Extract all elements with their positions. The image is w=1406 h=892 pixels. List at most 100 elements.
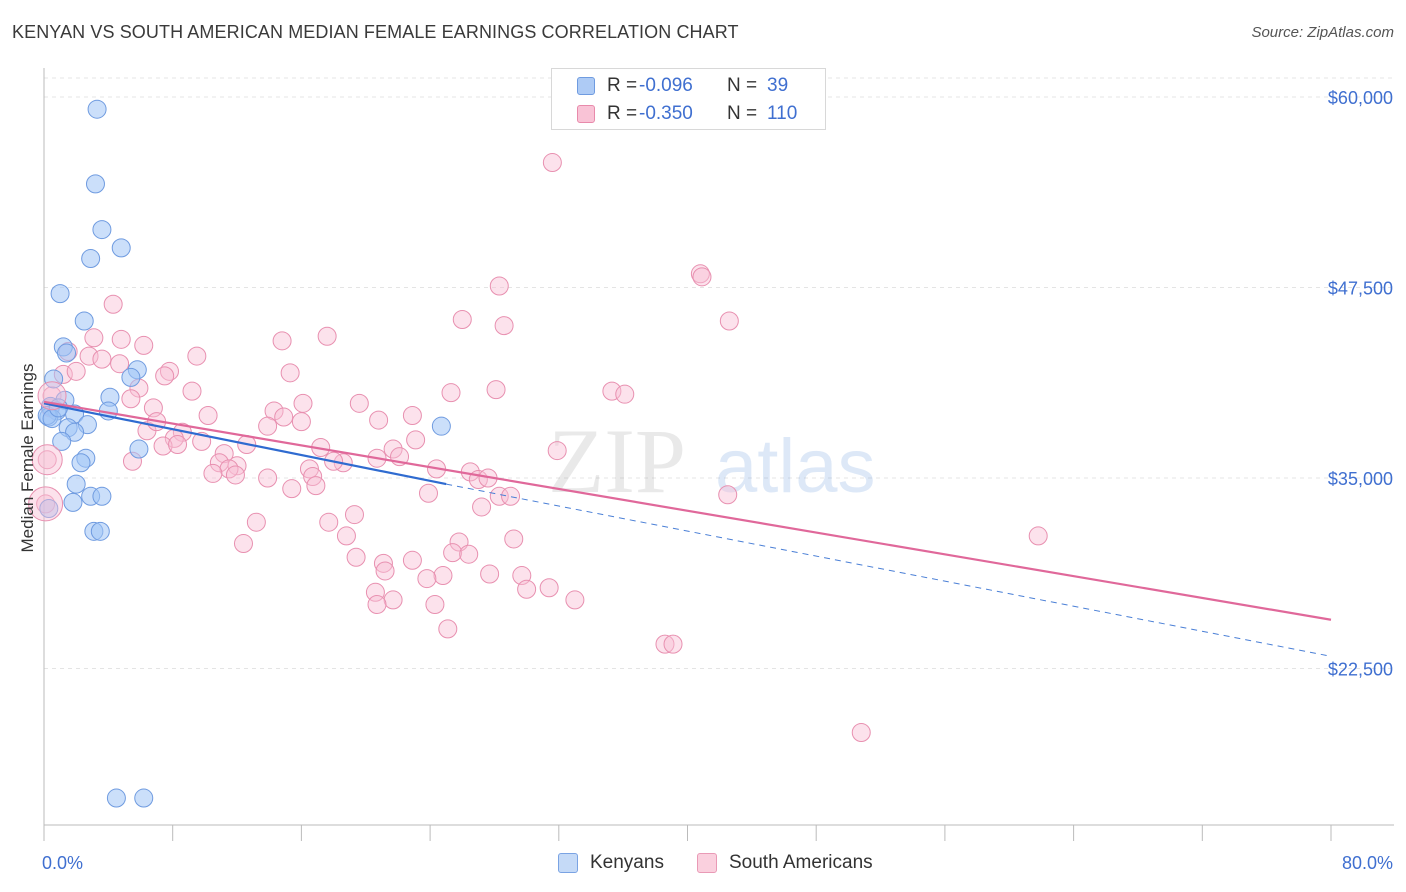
source-note: Source: ZipAtlas.com: [1251, 24, 1394, 41]
x-tick-label-min: 0.0%: [42, 853, 83, 873]
point-south-americans: [542, 153, 562, 173]
point-south-americans: [306, 476, 326, 496]
point-south-americans: [187, 346, 207, 366]
point-south-americans: [441, 383, 461, 403]
point-south-americans: [504, 529, 524, 549]
data-points: [28, 99, 1048, 808]
point-south-americans: [319, 512, 339, 532]
point-south-americans: [438, 619, 458, 639]
point-south-americans: [66, 361, 86, 381]
legend-n-value: 110: [767, 103, 798, 124]
gridlines: [44, 77, 1394, 669]
legend-item-south-americans[interactable]: South Americans: [697, 852, 873, 874]
chart-title: KENYAN VS SOUTH AMERICAN MEDIAN FEMALE E…: [12, 22, 739, 42]
point-south-americans: [489, 486, 509, 506]
point-south-americans: [517, 579, 537, 599]
point-south-americans: [293, 393, 313, 413]
point-south-americans: [489, 276, 509, 296]
point-south-americans: [110, 354, 130, 374]
point-south-americans: [718, 485, 738, 505]
y-tick-label: $47,500: [1328, 279, 1393, 299]
point-south-americans: [344, 505, 364, 525]
series-legend: Kenyans South Americans: [0, 852, 1406, 878]
point-south-americans: [182, 381, 202, 401]
legend-item-kenyans[interactable]: Kenyans: [558, 852, 664, 874]
point-south-americans: [317, 326, 337, 346]
point-kenyans: [52, 431, 72, 451]
point-kenyans: [66, 474, 86, 494]
watermark-atlas: atlas: [715, 424, 876, 509]
y-tick-label: $60,000: [1328, 88, 1393, 108]
x-tick-label-max: 80.0%: [1342, 853, 1393, 873]
trend-south-americans: [43, 400, 1332, 621]
point-south-americans: [246, 512, 266, 532]
point-south-americans: [443, 543, 463, 563]
point-south-americans: [425, 594, 445, 614]
point-kenyans: [63, 492, 83, 512]
point-south-americans: [486, 380, 506, 400]
point-south-americans: [615, 384, 635, 404]
point-south-americans: [111, 329, 131, 349]
point-south-americans: [417, 569, 437, 589]
y-axis-label: Median Female Earnings: [18, 364, 37, 553]
point-south-americans: [84, 328, 104, 348]
legend-label-south-americans: South Americans: [729, 852, 873, 873]
legend-n-label: N =: [727, 75, 758, 96]
point-kenyans: [111, 238, 131, 258]
point-kenyans: [71, 453, 91, 473]
legend-row-south-americans: R = -0.350 N = 110: [552, 101, 807, 127]
y-tick-label: $22,500: [1328, 660, 1393, 680]
point-kenyans: [50, 284, 70, 304]
trend-lines: [43, 400, 1332, 657]
legend-r-label: R =: [607, 75, 638, 96]
point-south-americans: [406, 430, 426, 450]
point-south-americans: [291, 412, 311, 432]
point-south-americans: [103, 294, 123, 314]
legend-swatch-kenyans: [558, 853, 578, 873]
point-south-americans: [383, 439, 403, 459]
point-south-americans-large: [28, 486, 64, 522]
point-south-americans: [346, 547, 366, 567]
point-kenyans: [431, 416, 451, 436]
point-south-americans: [214, 444, 234, 464]
point-south-americans: [719, 311, 739, 331]
legend-swatch-south-americans: [577, 105, 595, 123]
point-south-americans: [272, 331, 292, 351]
point-south-americans: [365, 582, 385, 602]
point-south-americans: [225, 465, 245, 485]
point-south-americans: [402, 550, 422, 570]
point-kenyans: [92, 486, 112, 506]
point-south-americans: [274, 407, 294, 427]
point-south-americans: [203, 463, 223, 483]
point-south-americans: [452, 310, 472, 330]
legend-r-value: -0.350: [639, 103, 693, 124]
legend-n-value: 39: [767, 75, 789, 96]
legend-r-value: -0.096: [639, 75, 693, 96]
point-south-americans: [79, 346, 99, 366]
point-south-americans: [134, 335, 154, 355]
point-south-americans: [198, 406, 218, 426]
point-south-americans: [655, 634, 675, 654]
correlation-legend: R = -0.096 N = 39 R = -0.350 N = 110: [551, 68, 826, 130]
point-south-americans: [602, 381, 622, 401]
point-south-americans: [258, 416, 278, 436]
point-south-americans: [472, 497, 492, 517]
point-south-americans: [375, 561, 395, 581]
point-south-americans: [121, 389, 141, 409]
point-south-americans: [851, 723, 871, 743]
point-south-americans: [153, 436, 173, 456]
y-tick-label: $35,000: [1328, 469, 1393, 489]
point-south-americans: [1028, 526, 1048, 546]
point-south-americans: [418, 483, 438, 503]
point-south-americans: [565, 590, 585, 610]
point-kenyans: [87, 99, 107, 119]
point-south-americans: [433, 566, 453, 586]
point-south-americans: [92, 349, 112, 369]
point-kenyans: [81, 249, 101, 269]
point-south-americans: [280, 363, 300, 383]
point-kenyans: [106, 788, 126, 808]
legend-n-label: N =: [727, 103, 758, 124]
point-south-americans: [367, 594, 387, 614]
point-kenyans: [65, 422, 85, 442]
